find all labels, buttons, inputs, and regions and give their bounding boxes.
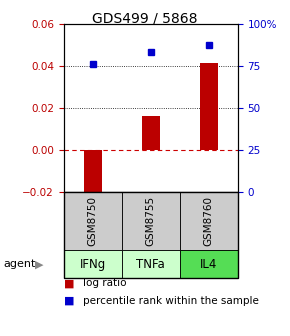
Text: IFNg: IFNg <box>80 258 106 271</box>
Bar <box>200 64 218 150</box>
Text: ■: ■ <box>64 296 74 306</box>
Bar <box>84 150 102 202</box>
Text: ▶: ▶ <box>35 259 44 269</box>
Text: TNFa: TNFa <box>136 258 165 271</box>
Text: IL4: IL4 <box>200 258 218 271</box>
Text: ■: ■ <box>64 278 74 288</box>
Bar <box>142 116 160 150</box>
Text: percentile rank within the sample: percentile rank within the sample <box>83 296 258 306</box>
Text: agent: agent <box>3 259 35 269</box>
Text: GDS499 / 5868: GDS499 / 5868 <box>92 12 198 26</box>
Text: GSM8755: GSM8755 <box>146 196 156 246</box>
Text: GSM8760: GSM8760 <box>204 196 214 246</box>
Text: GSM8750: GSM8750 <box>88 196 98 246</box>
Text: log ratio: log ratio <box>83 278 126 288</box>
